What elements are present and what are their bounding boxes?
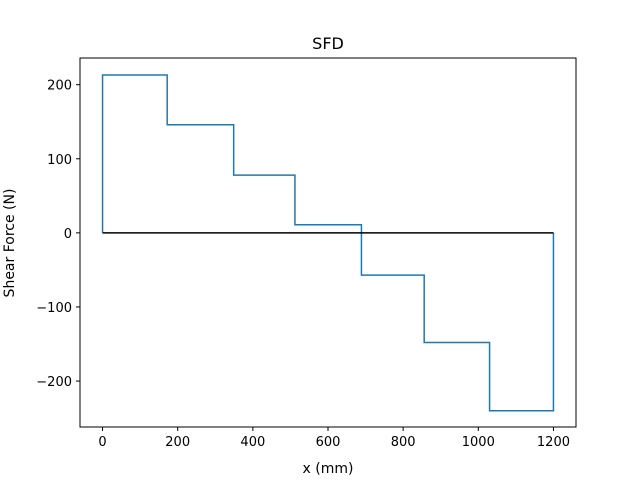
x-axis-label: x (mm) [303,461,354,477]
x-tick-label: 0 [98,435,106,450]
x-tick-label: 1000 [462,435,495,450]
x-tick-label: 200 [165,435,190,450]
x-tick-label: 800 [391,435,416,450]
shear-force-line [101,74,555,412]
x-tick-label: 400 [240,435,265,450]
axes-frame [79,57,577,428]
y-tick-label: 100 [47,153,72,168]
y-tick-label: 200 [47,79,72,94]
y-axis: −200 −100 0 100 200 [36,79,80,390]
x-tick-label: 1200 [537,435,570,450]
chart-title: SFD [312,34,344,53]
x-tick-label: 600 [316,435,341,450]
y-tick-label: −200 [36,375,72,390]
y-tick-label: −100 [36,301,72,316]
x-axis: 0 200 400 600 800 1000 1200 [98,427,570,450]
y-axis-label: Shear Force (N) [2,189,18,298]
plot-area [101,74,555,412]
y-tick-label: 0 [64,227,72,242]
